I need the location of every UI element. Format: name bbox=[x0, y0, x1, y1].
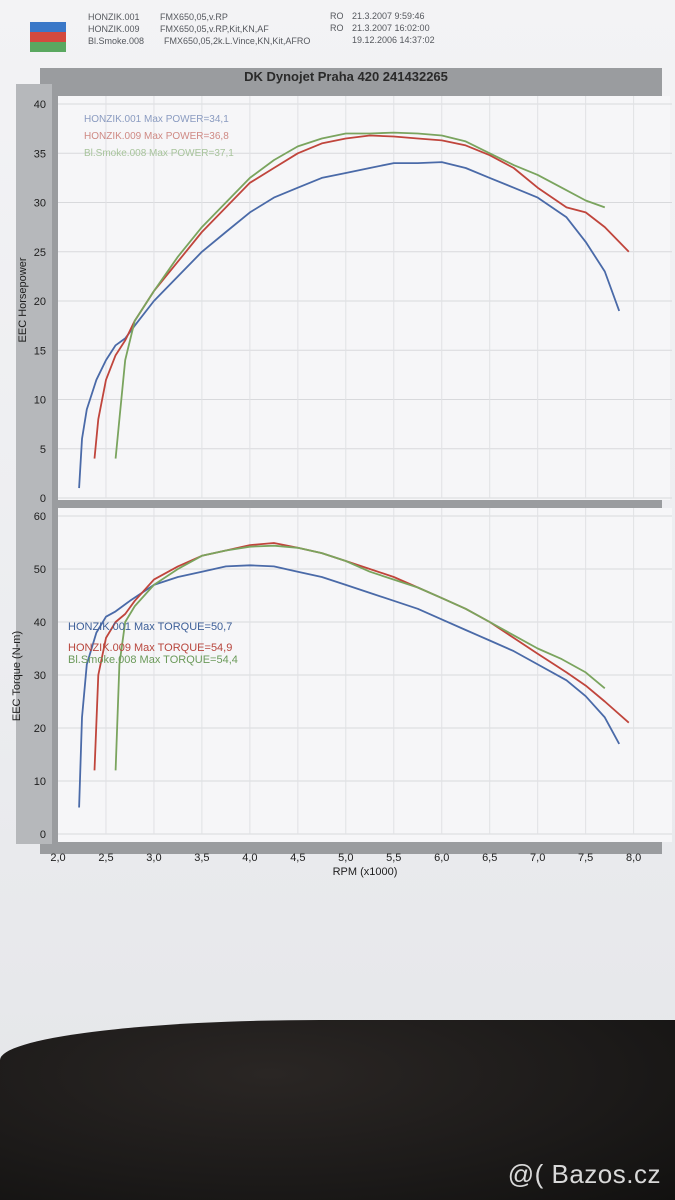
hp-ytick-15: 15 bbox=[34, 345, 46, 357]
swatch-blue bbox=[30, 22, 66, 32]
rpm-xlabel: RPM (x1000) bbox=[333, 866, 398, 878]
hp-legend-3: Bl.Smoke.008 Max POWER=37,1 bbox=[84, 148, 234, 159]
torque-series-1 bbox=[78, 564, 620, 808]
dark-background bbox=[0, 1020, 675, 1200]
xtick-12: 8,0 bbox=[626, 852, 641, 864]
torque-ytick-50: 50 bbox=[34, 564, 46, 576]
xtick-11: 7,5 bbox=[578, 852, 593, 864]
torque-ytick-0: 0 bbox=[40, 829, 46, 841]
hp-series-1 bbox=[78, 161, 621, 489]
torque-ytick-10: 10 bbox=[34, 776, 46, 788]
header-run-config-2: FMX650,05,v.RP,Kit,KN,AF bbox=[160, 24, 269, 34]
header-run-status-2: RO bbox=[330, 23, 344, 33]
header-run-time-1: 21.3.2007 9:59:46 bbox=[352, 11, 425, 21]
torque-legend-3: Bl.Smoke.008 Max TORQUE=54,4 bbox=[68, 654, 238, 666]
hp-ytick-5: 5 bbox=[40, 444, 46, 456]
xtick-2: 3,0 bbox=[146, 852, 161, 864]
hp-ytick-10: 10 bbox=[34, 395, 46, 407]
header-run-name-2: HONZIK.009 bbox=[88, 24, 140, 34]
header-run-config-1: FMX650,05,v.RP bbox=[160, 12, 228, 22]
hp-plot-area bbox=[58, 96, 670, 500]
xtick-8: 6,0 bbox=[434, 852, 449, 864]
xtick-5: 4,5 bbox=[290, 852, 305, 864]
chart-title: DK Dynojet Praha 420 241432265 bbox=[244, 69, 448, 84]
hp-ytick-30: 30 bbox=[34, 198, 46, 210]
hp-legend-2: HONZIK.009 Max POWER=36,8 bbox=[84, 131, 229, 142]
hp-ylabel: EEC Horsepower bbox=[17, 257, 29, 342]
hp-series-2 bbox=[93, 134, 630, 459]
header-run-name-1: HONZIK.001 bbox=[88, 12, 140, 22]
series-layer bbox=[78, 131, 630, 808]
header-run-time-2: 21.3.2007 16:02:00 bbox=[352, 23, 430, 33]
torque-ytick-30: 30 bbox=[34, 670, 46, 682]
header-run-time-3: 19.12.2006 14:37:02 bbox=[352, 35, 435, 45]
xtick-0: 2,0 bbox=[50, 852, 65, 864]
torque-legend-2: HONZIK.009 Max TORQUE=54,9 bbox=[68, 642, 232, 654]
xtick-3: 3,5 bbox=[194, 852, 209, 864]
hp-ytick-40: 40 bbox=[34, 99, 46, 111]
swatch-green bbox=[30, 42, 66, 52]
xtick-6: 5,0 bbox=[338, 852, 353, 864]
ticks-layer: 0 5 10 15 20 25 30 35 40 0 10 20 30 40 50 60 2,0 2,5 3,0 3,… bbox=[34, 99, 642, 864]
xtick-10: 7,0 bbox=[530, 852, 545, 864]
torque-ytick-20: 20 bbox=[34, 723, 46, 735]
xtick-7: 5,5 bbox=[386, 852, 401, 864]
swatch-red bbox=[30, 32, 66, 42]
hp-ytick-0: 0 bbox=[40, 493, 46, 505]
hp-ytick-20: 20 bbox=[34, 296, 46, 308]
xtick-9: 6,5 bbox=[482, 852, 497, 864]
torque-ytick-40: 40 bbox=[34, 617, 46, 629]
hp-series-3 bbox=[114, 131, 606, 459]
torque-series-3 bbox=[114, 544, 606, 771]
header-run-name-3: Bl.Smoke.008 bbox=[88, 36, 145, 46]
torque-ylabel: EEC Torque (N-m) bbox=[11, 631, 23, 721]
torque-ytick-60: 60 bbox=[34, 511, 46, 523]
header-run-config-3: FMX650,05,2k.L.Vince,KN,Kit,AFRO bbox=[164, 36, 311, 46]
hp-legend-1: HONZIK.001 Max POWER=34,1 bbox=[84, 114, 229, 125]
hp-ytick-35: 35 bbox=[34, 148, 46, 160]
xtick-4: 4,0 bbox=[242, 852, 257, 864]
header-run-status-1: RO bbox=[330, 11, 344, 21]
torque-legend-1: HONZIK.001 Max TORQUE=50,7 bbox=[68, 621, 232, 633]
chart-frame-left bbox=[16, 84, 52, 844]
watermark: @( Bazos.cz bbox=[507, 1159, 661, 1189]
dyno-chart: DK Dynojet Praha 420 241432265 0 5 10 15 20 2… bbox=[11, 22, 672, 878]
xtick-1: 2,5 bbox=[98, 852, 113, 864]
hp-ytick-25: 25 bbox=[34, 247, 46, 259]
